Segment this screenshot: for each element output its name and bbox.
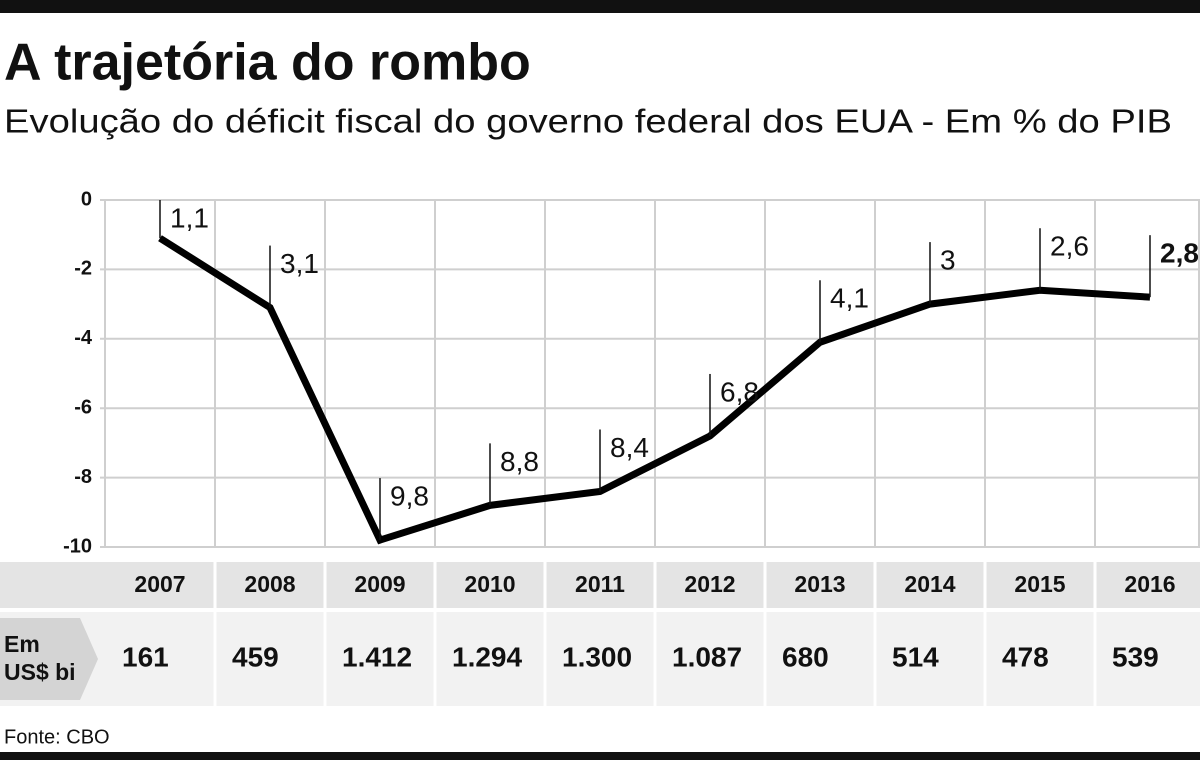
x-tick-label: 2010 <box>464 571 515 597</box>
value-label: 2,6 <box>1050 231 1089 262</box>
row-label: Em US$ bi <box>4 631 76 685</box>
source: Fonte: CBO <box>4 726 110 748</box>
data-line <box>158 235 1151 545</box>
row-label-arrow <box>0 618 98 700</box>
x-tick-label: 2014 <box>904 571 955 597</box>
x-tick-label: 2008 <box>244 571 295 597</box>
value-label: 9,8 <box>390 480 429 511</box>
x-tick-label: 2015 <box>1014 571 1065 597</box>
x-tick-label: 2013 <box>794 571 845 597</box>
value-label: 8,8 <box>500 446 539 477</box>
x-tick-label: 2009 <box>354 571 405 597</box>
x-tick-label: 2011 <box>575 571 625 597</box>
x-tick-label: 2012 <box>684 571 735 597</box>
table-value: 1.087 <box>672 641 742 672</box>
value-label: 1,1 <box>170 202 209 233</box>
y-tick-label: -2 <box>74 258 92 280</box>
value-label: 3 <box>940 244 956 275</box>
table-value: 539 <box>1112 641 1159 672</box>
y-tick-label: -6 <box>74 396 92 418</box>
table-band <box>0 612 1200 706</box>
y-tick-label: -4 <box>74 327 93 349</box>
top-bar <box>0 0 1200 13</box>
table-value: 1.412 <box>342 641 412 672</box>
table-value: 1.294 <box>452 641 522 672</box>
value-label: 8,4 <box>610 432 649 463</box>
x-tick-label: 2007 <box>134 571 185 597</box>
x-tick-label: 2016 <box>1124 571 1175 597</box>
table-value: 161 <box>122 641 169 672</box>
value-label: 3,1 <box>280 248 319 279</box>
year-band <box>0 562 1200 608</box>
value-label: 6,8 <box>720 376 759 407</box>
chart-subtitle: Evolução do déficit fiscal do governo fe… <box>4 103 1172 140</box>
chart-title: A trajetória do rombo <box>4 34 531 92</box>
table-value: 514 <box>892 641 939 672</box>
y-tick-label: 0 <box>81 188 92 210</box>
value-label: 4,1 <box>830 283 869 314</box>
table-value: 459 <box>232 641 279 672</box>
table-value: 478 <box>1002 641 1049 672</box>
table-value: 680 <box>782 641 829 672</box>
y-tick-label: -10 <box>63 535 92 557</box>
y-tick-label: -8 <box>74 466 92 488</box>
table-value: 1.300 <box>562 641 632 672</box>
bottom-bar <box>0 752 1200 760</box>
value-label: 2,8 <box>1160 238 1199 269</box>
